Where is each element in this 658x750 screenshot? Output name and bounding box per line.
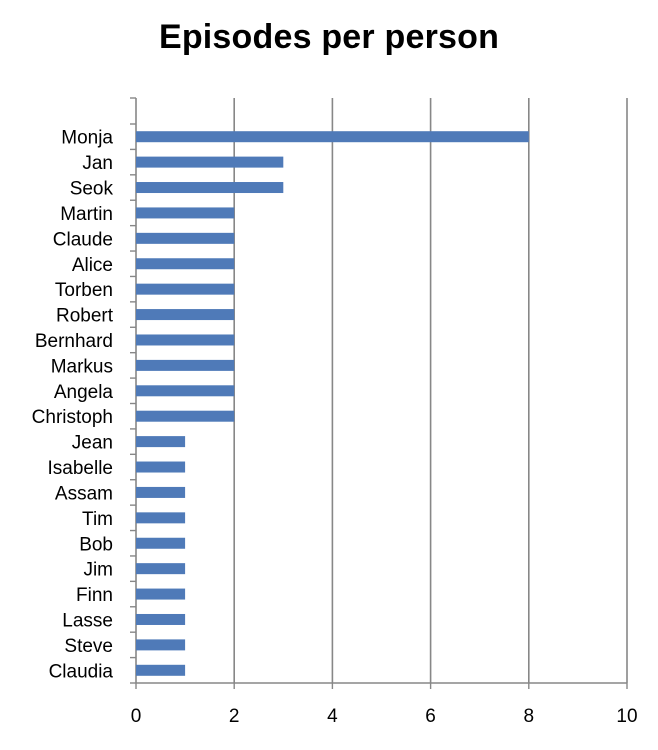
x-tick-label: 8 [524,706,535,727]
bar-assam [136,486,186,498]
category-label: Claudia [49,661,114,682]
x-tick-label: 2 [229,706,240,727]
category-label: Angela [54,382,114,403]
x-tick-label: 0 [131,706,142,727]
bar-martin [136,207,235,219]
bar-seok [136,182,284,194]
chart-title: Episodes per person [158,18,500,56]
category-label: Finn [76,585,113,606]
bar-steve [136,639,186,651]
bar-bernhard [136,334,235,346]
category-label: Isabelle [48,458,114,479]
bar-finn [136,588,186,600]
category-label: Torben [55,280,113,301]
category-label: Seok [70,179,114,200]
bar-isabelle [136,461,186,473]
bar-tim [136,512,186,524]
category-label: Bob [79,534,113,555]
bar-bob [136,537,186,549]
category-label: Steve [64,636,113,657]
bar-robert [136,309,235,321]
bar-alice [136,258,235,270]
x-tick-label: 10 [616,706,637,727]
category-label: Jan [82,153,113,174]
bar-jim [136,563,186,575]
bar-claudia [136,664,186,676]
bar-lasse [136,613,186,625]
category-label: Christoph [32,407,113,428]
category-label: Martin [60,204,113,225]
bar-torben [136,283,235,295]
category-label: Lasse [62,610,113,631]
bar-angela [136,385,235,397]
category-label: Markus [51,356,113,377]
bar-claude [136,232,235,244]
category-label: Claude [53,229,113,250]
x-tick-label: 6 [425,706,436,727]
bar-monja [136,131,529,143]
category-label: Monja [61,128,113,149]
category-label: Assam [55,483,113,504]
x-tick-label: 4 [327,706,338,727]
category-label: Bernhard [35,331,113,352]
category-label: Robert [56,306,114,327]
bar-jan [136,156,284,168]
category-label: Jean [72,433,113,454]
bar-jean [136,436,186,448]
category-label: Jim [83,560,113,581]
category-label: Tim [82,509,113,530]
bar-markus [136,359,235,371]
category-label: Alice [72,255,113,276]
bar-christoph [136,410,235,422]
